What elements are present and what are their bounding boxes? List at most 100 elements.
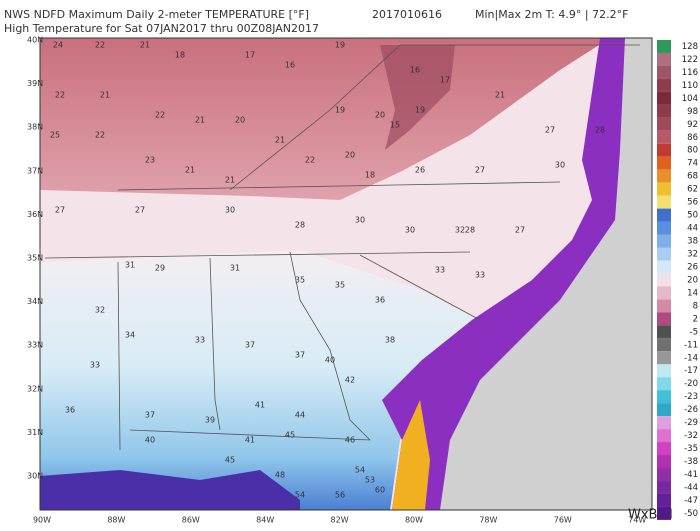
state-line (44, 251, 471, 259)
map-value: 34 (125, 331, 135, 340)
ocean (440, 38, 652, 510)
lon-label: 76W (554, 516, 572, 525)
map-value: 54 (355, 466, 365, 475)
map-value: 60 (375, 486, 385, 495)
map-value: 21 (185, 166, 195, 175)
map-value: 37 (295, 351, 305, 360)
map-value: 54 (295, 491, 305, 500)
lon-label: 90W (33, 516, 51, 525)
map-value: 36 (375, 296, 385, 305)
map-value: 39 (205, 416, 215, 425)
valid-time: High Temperature for Sat 07JAN2017 thru … (4, 22, 319, 35)
colorbar-label: -23 (684, 392, 698, 402)
lat-label: 37N (27, 166, 43, 175)
colorbar-label: 8 (693, 301, 698, 311)
colorbar-label: 122 (682, 55, 698, 65)
map-value: 41 (255, 401, 265, 410)
map-value: 27 (55, 206, 65, 215)
map-value: 41 (245, 436, 255, 445)
colorbar-label: 68 (687, 172, 698, 182)
colorbar-label: 26 (687, 262, 698, 272)
map-value: 20 (375, 111, 385, 120)
map-value: 30 (225, 206, 235, 215)
map-value: 21 (225, 176, 235, 185)
map-value: 30 (555, 161, 565, 170)
colorbar-label: -47 (684, 496, 698, 506)
map-value: 16 (285, 61, 295, 70)
lat-label: 30N (27, 472, 43, 481)
map-value: 21 (495, 91, 505, 100)
lat-label: 32N (27, 384, 43, 393)
state-line (359, 254, 481, 321)
colorbar-swatch (657, 480, 671, 494)
colorbar-swatch (657, 143, 671, 157)
state-line (289, 251, 371, 441)
colorbar-swatch (657, 325, 671, 339)
state-line (209, 257, 221, 431)
colorbar-swatch (657, 364, 671, 378)
map-value: 42 (345, 376, 355, 385)
map-value: 46 (345, 436, 355, 445)
colorbar-swatch (657, 468, 671, 481)
map-value: 33 (435, 266, 445, 275)
lat-label: 40N (27, 36, 43, 45)
map-value: 27 (545, 126, 555, 135)
colorbar-swatch (657, 130, 671, 144)
colorbar-label: 2 (693, 314, 698, 324)
lon-label: 78W (479, 516, 497, 525)
map-value: 37 (245, 341, 255, 350)
colorbar-label: -11 (684, 340, 698, 350)
map (39, 37, 653, 511)
map-value: 32 (455, 226, 465, 235)
colorbar-swatch (657, 52, 671, 66)
lon-label: 88W (107, 516, 125, 525)
state-line (229, 44, 401, 191)
map-value: 24 (53, 41, 63, 50)
map-value: 19 (335, 106, 345, 115)
colorbar-label: 80 (687, 146, 698, 156)
map-value: 18 (175, 51, 185, 60)
colorbar-swatch (657, 260, 671, 274)
map-value: 33 (90, 361, 100, 370)
map-value: 21 (195, 116, 205, 125)
state-lines (44, 44, 640, 451)
colorbar-swatch (657, 234, 671, 248)
map-value: 40 (145, 436, 155, 445)
lat-label: 33N (27, 341, 43, 350)
map-value: 22 (55, 91, 65, 100)
lon-label: 84W (256, 516, 274, 525)
map-value: 31 (230, 264, 240, 273)
colorbar-swatch (657, 338, 671, 352)
colorbar-swatch (657, 273, 671, 287)
colorbar-swatch (657, 351, 671, 365)
lat-label: 38N (27, 123, 43, 132)
map-value: 33 (195, 336, 205, 345)
map-value: 45 (225, 456, 235, 465)
colorbar-swatch (657, 286, 671, 300)
cold-ridge (380, 45, 455, 150)
map-value: 16 (410, 66, 420, 75)
warm-coast (392, 400, 430, 510)
map-value: 27 (475, 166, 485, 175)
colorbar-label: 50 (687, 211, 698, 221)
colorbar-swatch (657, 169, 671, 183)
lon-label: 74W (628, 516, 646, 525)
map-value: 27 (515, 226, 525, 235)
map-value: 45 (285, 431, 295, 440)
map-value: 29 (155, 264, 165, 273)
colorbar-label: -50 (684, 509, 698, 519)
map-value: 21 (140, 41, 150, 50)
colorbar-swatch (657, 506, 671, 520)
colorbar-label: 116 (682, 68, 698, 78)
lon-label: 80W (405, 516, 423, 525)
warm-zone (40, 38, 610, 200)
colorbar-swatch (657, 65, 671, 79)
map-value: 35 (335, 281, 345, 290)
colorbar-swatch (657, 78, 671, 92)
map-value: 56 (335, 491, 345, 500)
map-frame (39, 37, 653, 511)
map-value: 35 (295, 276, 305, 285)
colorbar-label: 14 (687, 288, 698, 298)
colorbar-swatch (657, 40, 671, 53)
colorbar-label: 92 (687, 120, 698, 130)
